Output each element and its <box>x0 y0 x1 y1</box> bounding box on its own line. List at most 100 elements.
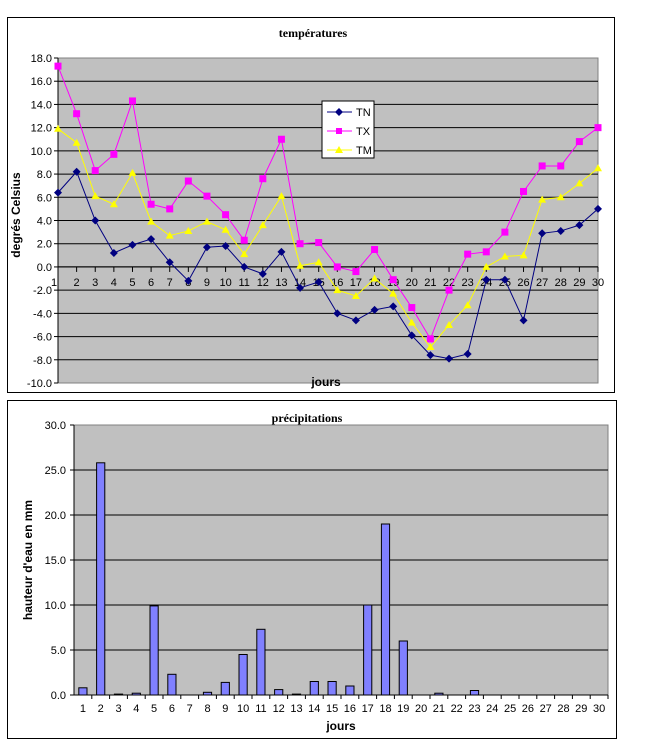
x-tick-label: 27 <box>540 703 552 715</box>
bar <box>167 673 177 696</box>
point-TX <box>259 175 267 183</box>
point-TM <box>333 286 342 294</box>
point-TN <box>333 309 342 318</box>
point-TX <box>91 167 99 175</box>
x-tick-label: 21 <box>433 703 445 715</box>
x-tick-label: 27 <box>536 277 548 289</box>
x-tick-label: 12 <box>257 277 269 289</box>
bar <box>363 604 373 696</box>
point-TX <box>408 304 416 312</box>
point-TM <box>351 291 360 299</box>
y-tick-label: 0.0 <box>37 262 52 274</box>
point-TN <box>426 351 435 360</box>
y-tick-label: -8.0 <box>33 355 52 367</box>
point-TM <box>407 318 416 326</box>
point-TX <box>315 239 323 247</box>
point-TX <box>575 138 583 146</box>
point-TN <box>184 276 193 285</box>
point-TM <box>500 252 509 260</box>
x-tick-label: 1 <box>51 277 57 289</box>
x-tick-label: 15 <box>326 703 338 715</box>
legend-marker <box>336 128 342 134</box>
x-tick-label: 3 <box>115 703 121 715</box>
x-tick-label: 8 <box>204 703 210 715</box>
x-tick-label: 30 <box>592 277 604 289</box>
point-TX <box>296 240 304 248</box>
y-tick-label: 25.0 <box>45 465 66 477</box>
x-tick-label: 18 <box>379 703 391 715</box>
y-tick-label: 4.0 <box>37 216 52 228</box>
point-TN <box>351 316 360 325</box>
legend-marker <box>335 108 343 116</box>
point-TX <box>222 211 230 219</box>
y-tick-label: 8.0 <box>37 169 52 181</box>
bar <box>469 690 480 696</box>
point-TN <box>407 331 416 340</box>
point-TN <box>482 275 491 284</box>
point-TX <box>445 286 453 294</box>
y-tick-label: 15.0 <box>45 555 66 567</box>
point-TN <box>277 247 286 256</box>
point-TX <box>501 228 509 236</box>
point-TX <box>147 200 155 208</box>
bar <box>96 462 106 696</box>
point-TN <box>556 226 565 235</box>
point-TN <box>463 349 472 358</box>
point-TM <box>556 193 565 201</box>
point-TX <box>110 150 118 158</box>
x-tick-label: 6 <box>148 277 154 289</box>
bar <box>327 681 337 696</box>
x-tick-label: 4 <box>111 277 117 289</box>
point-TX <box>203 192 211 200</box>
point-TM <box>72 138 81 146</box>
point-TM <box>240 250 249 258</box>
x-tick-label: 23 <box>468 703 480 715</box>
y-axis-label: degrés Celsius <box>9 172 23 258</box>
x-tick-label: 26 <box>522 703 534 715</box>
point-TM <box>147 217 156 225</box>
x-tick-label: 28 <box>557 703 569 715</box>
y-tick-label: -6.0 <box>33 332 52 344</box>
point-TN <box>221 242 230 251</box>
bar <box>149 605 159 696</box>
x-tick-label: 1 <box>80 703 86 715</box>
y-tick-label: -4.0 <box>33 308 52 320</box>
x-tick-label: 24 <box>486 703 498 715</box>
legend-marker <box>335 146 343 153</box>
point-TM <box>538 195 547 203</box>
bar <box>131 692 141 696</box>
y-tick-label: 20.0 <box>45 510 66 522</box>
x-tick-label: 20 <box>415 703 427 715</box>
series-line-TX <box>57 65 599 341</box>
bar <box>309 681 319 696</box>
bar <box>220 681 230 696</box>
point-TM <box>165 231 174 239</box>
point-TM <box>202 217 211 225</box>
point-TM <box>482 262 491 270</box>
series-line-TM <box>57 128 599 348</box>
y-tick-label: 18.0 <box>31 53 52 65</box>
x-tick-label: 23 <box>462 277 474 289</box>
legend-label-TX: TX <box>356 126 371 138</box>
bar <box>238 654 248 696</box>
series-line-TN <box>57 170 599 360</box>
legend-label-TM: TM <box>356 145 372 157</box>
point-TX <box>538 162 546 170</box>
x-tick-label: 29 <box>573 277 585 289</box>
x-tick-label: 19 <box>397 703 409 715</box>
point-TM <box>389 289 398 297</box>
point-TN <box>575 221 584 230</box>
x-tick-label: 20 <box>406 277 418 289</box>
x-tick-label: 14 <box>308 703 320 715</box>
point-TN <box>147 235 156 244</box>
x-tick-label: 6 <box>169 703 175 715</box>
y-tick-label: 10.0 <box>31 146 52 158</box>
x-tick-label: 28 <box>555 277 567 289</box>
bar <box>291 693 302 696</box>
point-TN <box>519 316 528 325</box>
point-TN <box>538 229 547 238</box>
point-TN <box>240 262 249 271</box>
point-TX <box>277 135 285 143</box>
x-tick-label: 22 <box>451 703 463 715</box>
legend-label-TN: TN <box>356 107 371 119</box>
